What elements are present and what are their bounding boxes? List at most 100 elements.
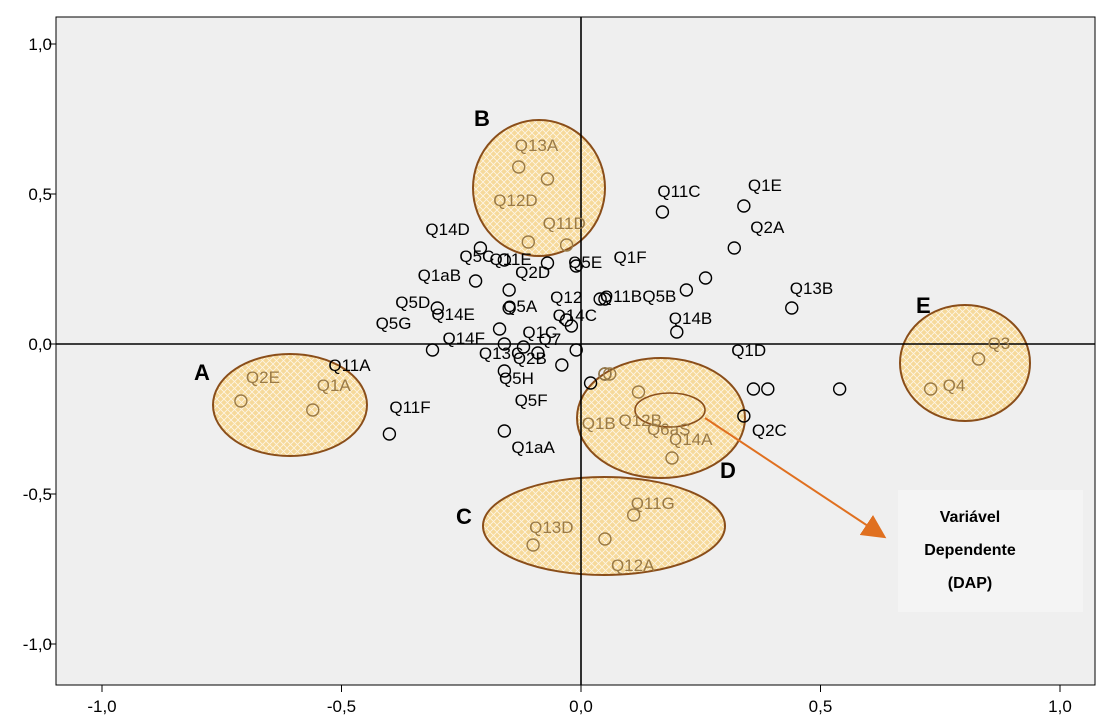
data-point (497, 424, 512, 438)
data-point (785, 301, 799, 315)
point-label: Q11B (600, 287, 642, 306)
data-point (746, 382, 761, 396)
point-label: Q5C (459, 247, 494, 266)
point-label: Q5D (395, 293, 430, 312)
cluster-ellipses (212, 119, 1031, 576)
point-label: Q11F (389, 398, 430, 417)
point-label: Q5A (503, 297, 538, 316)
point-label: Q14D (425, 220, 469, 239)
point-label: Q1D (731, 341, 766, 360)
data-point (679, 283, 694, 297)
data-point (593, 292, 607, 306)
point-label: Q14B (669, 309, 712, 328)
data-point (598, 292, 612, 306)
point-label: Q1C (522, 323, 557, 342)
data-point (832, 382, 847, 396)
data-point (425, 343, 440, 357)
cluster-point-label: Q12A (611, 556, 655, 575)
cluster-point (603, 367, 617, 381)
cluster-point (971, 352, 986, 366)
callout: Variável Dependente (DAP) (704, 417, 1083, 612)
cluster-point-label: Q2E (246, 368, 280, 387)
x-tick-label: -1,0 (87, 697, 116, 716)
point-label: Q11C (657, 182, 700, 201)
data-point (468, 274, 483, 288)
point-label: Q14F (443, 329, 486, 348)
cluster-point-label: Q1A (317, 376, 352, 395)
data-point (540, 256, 555, 270)
point-label: Q1E (748, 176, 782, 195)
cluster-point-label: Q1B (582, 414, 616, 433)
data-point (382, 427, 397, 441)
data-point (497, 253, 512, 267)
x-tick-label: -0,5 (327, 697, 356, 716)
data-point (516, 340, 531, 354)
cluster-point-label: Q11D (543, 214, 586, 233)
callout-line: Dependente (924, 542, 1016, 559)
cluster-letter-e: E (916, 293, 931, 318)
data-point (583, 376, 598, 390)
cluster-letters: A B C D E (194, 106, 931, 529)
data-point (655, 205, 670, 219)
point-label: Q1F (614, 248, 647, 267)
data-point (564, 319, 579, 333)
cluster-point (234, 394, 248, 408)
data-point (727, 241, 741, 255)
point-label: Q2B (513, 349, 547, 368)
cluster-point (540, 172, 555, 186)
data-point (492, 322, 507, 336)
point-label: Q5B (642, 287, 676, 306)
cluster-point-label: Q6aS (647, 420, 690, 439)
x-tick-label: 0,5 (809, 697, 833, 716)
point-label: Q1aB (418, 266, 461, 285)
x-tick-label: 0,0 (569, 697, 593, 716)
data-point (698, 271, 713, 285)
point-label: Q14E (431, 305, 474, 324)
x-tick-label: 1,0 (1048, 697, 1072, 716)
cluster-point (598, 532, 612, 546)
y-tick-label: 1,0 (28, 35, 52, 54)
y-tick-label: 0,0 (28, 335, 52, 354)
callout-line: (DAP) (948, 575, 992, 592)
cluster-point (631, 385, 646, 399)
data-point (569, 259, 583, 273)
point-label: Q13C (479, 344, 523, 363)
point-label: Q14C (553, 306, 597, 325)
cluster-point-label: Q14A (669, 430, 713, 449)
cluster-ellipse-c (482, 476, 726, 576)
cluster-letter-d: D (720, 458, 736, 483)
point-label: Q5H (499, 369, 534, 388)
point-label: Q12 (550, 288, 582, 307)
cluster-point (526, 538, 540, 552)
data-point (670, 325, 684, 339)
data-point (761, 382, 775, 396)
cluster-point-label: Q3 (988, 334, 1011, 353)
point-label: Q11A (328, 356, 371, 375)
data-point (502, 301, 516, 315)
y-tick-label: 0,5 (28, 185, 52, 204)
cluster-point (306, 403, 320, 417)
y-tick-label: -1,0 (23, 635, 52, 654)
callout-box (898, 490, 1083, 612)
point-label: Q7 (539, 330, 562, 349)
cluster-ellipse-a (212, 353, 368, 457)
cluster-point (512, 160, 526, 174)
data-point (531, 346, 545, 360)
data-point (569, 343, 583, 357)
point-label: Q5F (515, 391, 548, 410)
data-point (555, 358, 569, 372)
cluster-point (665, 451, 679, 465)
point-label: Q2D (515, 263, 550, 282)
cluster-point-label: Q12D (493, 191, 537, 210)
cluster-point-label: Q13D (529, 518, 573, 537)
cluster-point (626, 508, 641, 522)
data-point (737, 409, 751, 423)
cluster-point (923, 382, 938, 396)
cluster-ellipse-d (576, 357, 746, 479)
data-point (497, 364, 512, 378)
inner-ellipse-q6as (634, 392, 706, 428)
cluster-point-label: Q4 (943, 376, 966, 395)
cluster-point-label: Q12B (618, 411, 661, 430)
